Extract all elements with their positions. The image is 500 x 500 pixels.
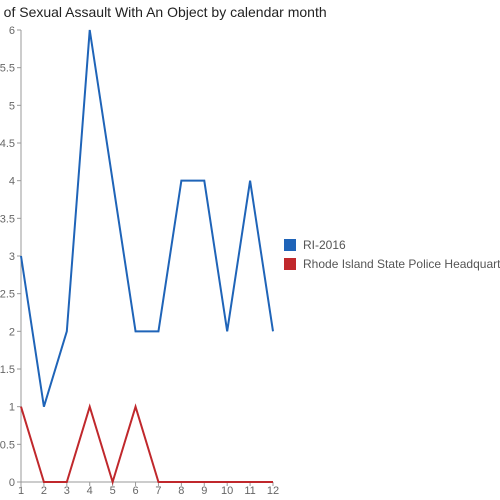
x-tick-label: 4 bbox=[87, 485, 93, 497]
legend-label: RI-2016 bbox=[303, 238, 346, 252]
y-tick-label: 0 bbox=[9, 477, 15, 489]
y-tick-label: 3 bbox=[9, 251, 15, 263]
axes bbox=[20, 30, 273, 483]
legend-swatch bbox=[284, 239, 296, 251]
series-lines bbox=[20, 29, 274, 486]
legend-label: Rhode Island State Police Headquarters bbox=[303, 257, 500, 271]
y-tick-label: 1 bbox=[9, 402, 15, 414]
x-tick-label: 12 bbox=[267, 485, 279, 497]
y-tick-label: 4 bbox=[9, 176, 15, 188]
y-tick-label: 3.5 bbox=[0, 213, 15, 225]
y-tick-label: 1.5 bbox=[0, 364, 15, 376]
series-line-2 bbox=[20, 403, 273, 486]
x-tick-label: 11 bbox=[244, 485, 255, 497]
x-tick-label: 6 bbox=[132, 485, 138, 497]
y-tick-label: 4.5 bbox=[0, 138, 15, 150]
x-tick-label: 7 bbox=[155, 485, 161, 497]
y-tick-label: 5.5 bbox=[0, 63, 15, 75]
y-tick-label: 0.5 bbox=[0, 439, 15, 451]
x-tick-label: 9 bbox=[201, 485, 207, 497]
y-tick-label: 5 bbox=[9, 100, 15, 112]
x-tick-label: 8 bbox=[178, 485, 184, 497]
y-tick-label: 2.5 bbox=[0, 289, 15, 301]
x-tick-label: 2 bbox=[41, 485, 47, 497]
chart-title: Offenses of Sexual Assault With An Objec… bbox=[0, 4, 327, 20]
series-line-1 bbox=[20, 29, 274, 407]
legend: RI-2016 Rhode Island State Police Headqua… bbox=[284, 238, 500, 271]
x-tick-label: 10 bbox=[221, 485, 233, 497]
x-tick-label: 3 bbox=[64, 485, 70, 497]
y-axis-ticks: 0 0.5 1 1.5 2 2.5 3 3.5 4 4.5 5 5.5 6 bbox=[0, 25, 21, 489]
y-tick-label: 2 bbox=[9, 326, 15, 338]
x-axis-ticks: 1 2 3 4 5 6 7 8 9 10 11 12 bbox=[18, 482, 279, 497]
x-tick-label: 5 bbox=[110, 485, 116, 497]
x-tick-label: 1 bbox=[18, 485, 24, 497]
legend-swatch bbox=[284, 258, 296, 270]
y-tick-label: 6 bbox=[9, 25, 15, 37]
